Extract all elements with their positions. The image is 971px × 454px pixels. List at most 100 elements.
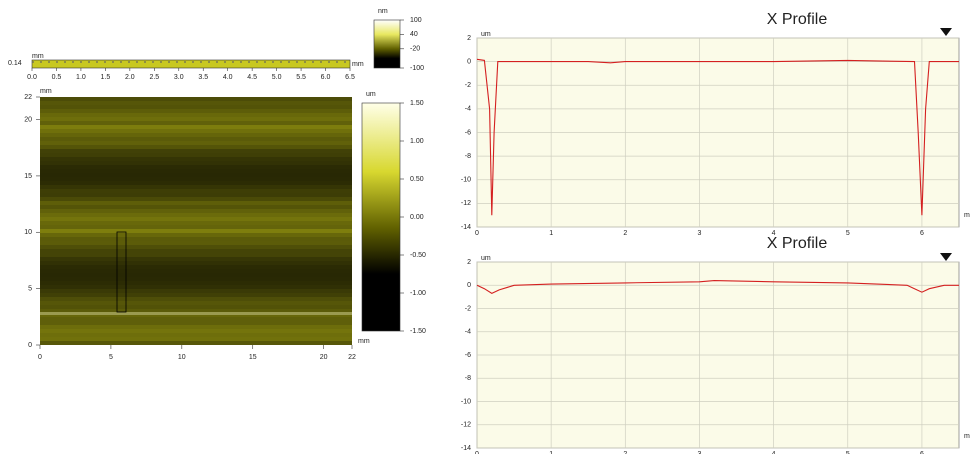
heatmap-band	[40, 101, 352, 105]
heatmap-band	[40, 325, 352, 329]
y-tick-label: -14	[461, 224, 471, 231]
y-tick-label: 5	[28, 285, 32, 292]
x-unit: mm	[358, 338, 370, 345]
heatmap-band	[40, 157, 352, 161]
strip-bar	[31, 59, 351, 69]
y-tick-label: -14	[461, 445, 471, 452]
x-tick-label: 4.0	[223, 74, 233, 81]
heatmap-band	[40, 289, 352, 293]
heatmap-band	[40, 161, 352, 165]
y-unit: mm	[40, 88, 52, 95]
heatmap-band	[40, 153, 352, 157]
x-tick-label: 6.0	[321, 74, 331, 81]
x-unit: m	[964, 433, 970, 440]
heatmap-band	[40, 185, 352, 189]
heatmap-band	[40, 233, 352, 237]
heatmap-band	[40, 137, 352, 141]
x-tick-label: 20	[320, 354, 328, 361]
heatmap-band	[40, 177, 352, 181]
heatmap-band	[40, 285, 352, 289]
colorbar-tick-label: -0.50	[410, 252, 426, 259]
y-tick-label: 2	[467, 259, 471, 266]
x-tick-label: 1	[549, 451, 553, 454]
heatmap-band	[40, 169, 352, 173]
strip-offset: 0.14	[8, 60, 22, 67]
strip-unit: mm	[32, 53, 44, 60]
y-tick-label: -12	[461, 200, 471, 207]
y-tick-label: 0	[28, 342, 32, 349]
heatmap-band	[40, 329, 352, 333]
heatmap-band	[40, 173, 352, 177]
x-tick-label: 2	[623, 451, 627, 454]
menu-arrow[interactable]	[940, 28, 952, 36]
heatmap-band	[40, 341, 352, 345]
y-tick-label: -6	[465, 129, 471, 136]
heatmap-band	[40, 113, 352, 117]
y-unit: um	[481, 31, 491, 38]
y-tick-label: 2	[467, 35, 471, 42]
x-tick-label: 0.0	[27, 74, 37, 81]
heatmap-band	[40, 301, 352, 305]
heatmap-band	[40, 265, 352, 269]
x-tick-label: 5	[846, 451, 850, 454]
strip-x-unit: mm	[352, 61, 364, 68]
selection	[116, 231, 127, 313]
heatmap-band	[40, 305, 352, 309]
heatmap-band	[40, 225, 352, 229]
colorbar	[373, 19, 401, 69]
heatmap-band	[40, 237, 352, 241]
x-tick-label: 3	[698, 451, 702, 454]
x-tick-label: 4	[772, 230, 776, 237]
heatmap-band	[40, 269, 352, 273]
y-tick-label: -4	[465, 106, 471, 113]
heatmap-band	[40, 193, 352, 197]
y-tick-label: -4	[465, 329, 471, 336]
heatmap-band	[40, 145, 352, 149]
heatmap-band	[40, 309, 352, 313]
heatmap-band	[40, 197, 352, 201]
heatmap-band	[40, 337, 352, 341]
x-tick-label: 15	[249, 354, 257, 361]
x-tick-label: 5.5	[296, 74, 306, 81]
x-tick-label: 0	[38, 354, 42, 361]
heatmap-band	[40, 297, 352, 301]
x-tick-label: 1.0	[76, 74, 86, 81]
heatmap-band	[40, 245, 352, 249]
heatmap-band	[40, 213, 352, 217]
heatmap-band	[40, 209, 352, 213]
heatmap-band	[40, 261, 352, 265]
x-tick-label: 6	[920, 230, 924, 237]
heatmap-band	[40, 121, 352, 125]
y-tick-label: -10	[461, 398, 471, 405]
heatmap-band	[40, 117, 352, 121]
heatmap-band	[40, 229, 352, 233]
x-tick-label: 4	[772, 451, 776, 454]
x-tick-label: 0	[475, 230, 479, 237]
colorbar-tick-label: 40	[410, 31, 418, 38]
heatmap-band	[40, 241, 352, 245]
x-tick-label: 22	[348, 354, 356, 361]
colorbar-tick-label: 0.50	[410, 176, 424, 183]
x-tick-label: 10	[178, 354, 186, 361]
x-tick-label: 5	[109, 354, 113, 361]
x-tick-label: 0	[475, 451, 479, 454]
chart-title: X Profile	[767, 11, 828, 28]
profile-line	[476, 280, 959, 295]
y-tick-label: 0	[467, 282, 471, 289]
colorbar-tick-label: 1.50	[410, 100, 424, 107]
heatmap-band	[40, 253, 352, 257]
colorbar-unit: um	[366, 91, 376, 98]
colorbar-tick-label: 0.00	[410, 214, 424, 221]
y-tick-label: -12	[461, 422, 471, 429]
x-tick-label: 2.0	[125, 74, 135, 81]
heatmap-band	[40, 217, 352, 221]
heatmap-band	[40, 149, 352, 153]
menu-arrow[interactable]	[940, 253, 952, 261]
y-tick-label: -2	[465, 82, 471, 89]
heatmap-band	[40, 125, 352, 129]
x-tick-label: 5.0	[272, 74, 282, 81]
heatmap-band	[40, 273, 352, 277]
heatmap-band	[40, 321, 352, 325]
heatmap-band	[40, 277, 352, 281]
